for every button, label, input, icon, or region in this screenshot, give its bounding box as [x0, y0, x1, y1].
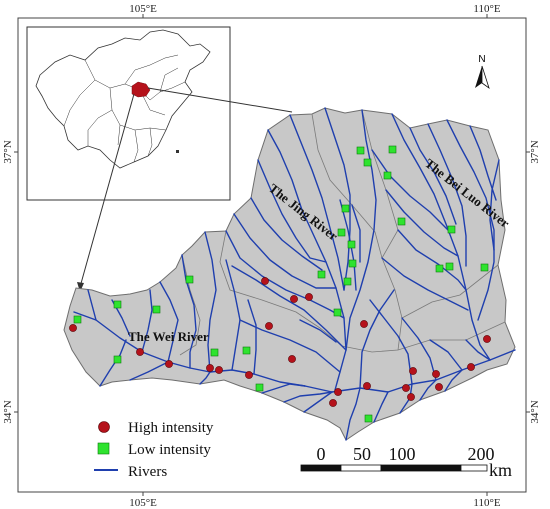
high-intensity-point [407, 393, 415, 401]
low-intensity-point [388, 145, 397, 154]
low-intensity-point [333, 308, 342, 317]
inset-island [176, 150, 179, 153]
legend-high-swatch [98, 421, 110, 433]
legend-low-label: Low intensity [128, 442, 211, 458]
legend-high-label: High intensity [128, 420, 214, 436]
high-intensity-point [409, 367, 417, 375]
low-intensity-point [480, 263, 489, 272]
low-intensity-point [242, 346, 251, 355]
connector-arrowhead [77, 282, 84, 292]
low-intensity-markers [73, 145, 489, 423]
low-intensity-point [337, 228, 346, 237]
low-intensity-point [210, 348, 219, 357]
high-intensity-point [360, 320, 368, 328]
inset-china-outline [35, 29, 211, 169]
low-intensity-point [397, 217, 406, 226]
low-intensity-point [152, 305, 161, 314]
low-intensity-point [364, 414, 373, 423]
north-arrow-icon: N [475, 54, 490, 90]
scale-unit: km [489, 460, 512, 480]
low-intensity-point [383, 171, 392, 180]
low-intensity-point [363, 158, 372, 167]
scale-tick-0: 0 [317, 444, 326, 464]
low-intensity-point [343, 277, 352, 286]
rivers [73, 107, 516, 441]
scale-tick-100: 100 [389, 444, 416, 464]
connector-line-left [79, 93, 135, 288]
low-intensity-point [317, 270, 326, 279]
high-intensity-point [261, 277, 269, 285]
high-intensity-point [206, 364, 214, 372]
low-intensity-point [445, 262, 454, 271]
beiluo-river-main [391, 113, 491, 361]
high-intensity-point [165, 360, 173, 368]
low-intensity-point [185, 275, 194, 284]
graticule-ticks [14, 14, 530, 496]
map-frame [17, 17, 527, 493]
high-intensity-point [305, 293, 313, 301]
high-intensity-point [136, 348, 144, 356]
legend-rivers-label: Rivers [128, 464, 167, 480]
scale-bar: 0 50 100 200 km [300, 444, 512, 480]
wei-river-label: The Wei River [128, 329, 209, 344]
high-intensity-point [288, 355, 296, 363]
legend-low-swatch [97, 442, 110, 455]
inset-map [26, 26, 231, 201]
inset-province-lines [63, 54, 186, 163]
right-lat-label-34: 34°N [529, 400, 541, 423]
high-intensity-point [402, 384, 410, 392]
low-intensity-point [435, 264, 444, 273]
left-lat-label-34: 34°N [2, 400, 14, 423]
top-lon-label-110: 110°E [473, 3, 500, 15]
high-intensity-point [435, 383, 443, 391]
legend: High intensity Low intensity Rivers [94, 420, 214, 480]
high-intensity-point [290, 295, 298, 303]
scale-tick-200: 200 [468, 444, 495, 464]
high-intensity-point [69, 324, 77, 332]
high-intensity-point [215, 366, 223, 374]
low-intensity-point [447, 225, 456, 234]
inset-study-area-highlight [131, 81, 151, 98]
low-intensity-point [73, 315, 82, 324]
north-label: N [478, 54, 485, 65]
high-intensity-markers [69, 277, 491, 407]
low-intensity-point [113, 355, 122, 364]
bottom-lon-label-110: 110°E [473, 497, 500, 509]
bottom-lon-label-105: 105°E [129, 497, 157, 509]
right-lat-label-37: 37°N [529, 140, 541, 163]
connector-line-right [147, 87, 293, 113]
high-intensity-point [334, 388, 342, 396]
scale-tick-50: 50 [353, 444, 371, 464]
low-intensity-point [255, 383, 264, 392]
high-intensity-point [467, 363, 475, 371]
high-intensity-point [363, 382, 371, 390]
left-lat-label-37: 37°N [2, 140, 14, 163]
high-intensity-point [245, 371, 253, 379]
high-intensity-point [432, 370, 440, 378]
high-intensity-point [483, 335, 491, 343]
low-intensity-point [348, 259, 357, 268]
low-intensity-point [341, 204, 350, 213]
top-lon-label-105: 105°E [129, 3, 157, 15]
high-intensity-point [329, 399, 337, 407]
high-intensity-point [265, 322, 273, 330]
low-intensity-point [113, 300, 122, 309]
low-intensity-point [356, 146, 365, 155]
low-intensity-point [347, 240, 356, 249]
